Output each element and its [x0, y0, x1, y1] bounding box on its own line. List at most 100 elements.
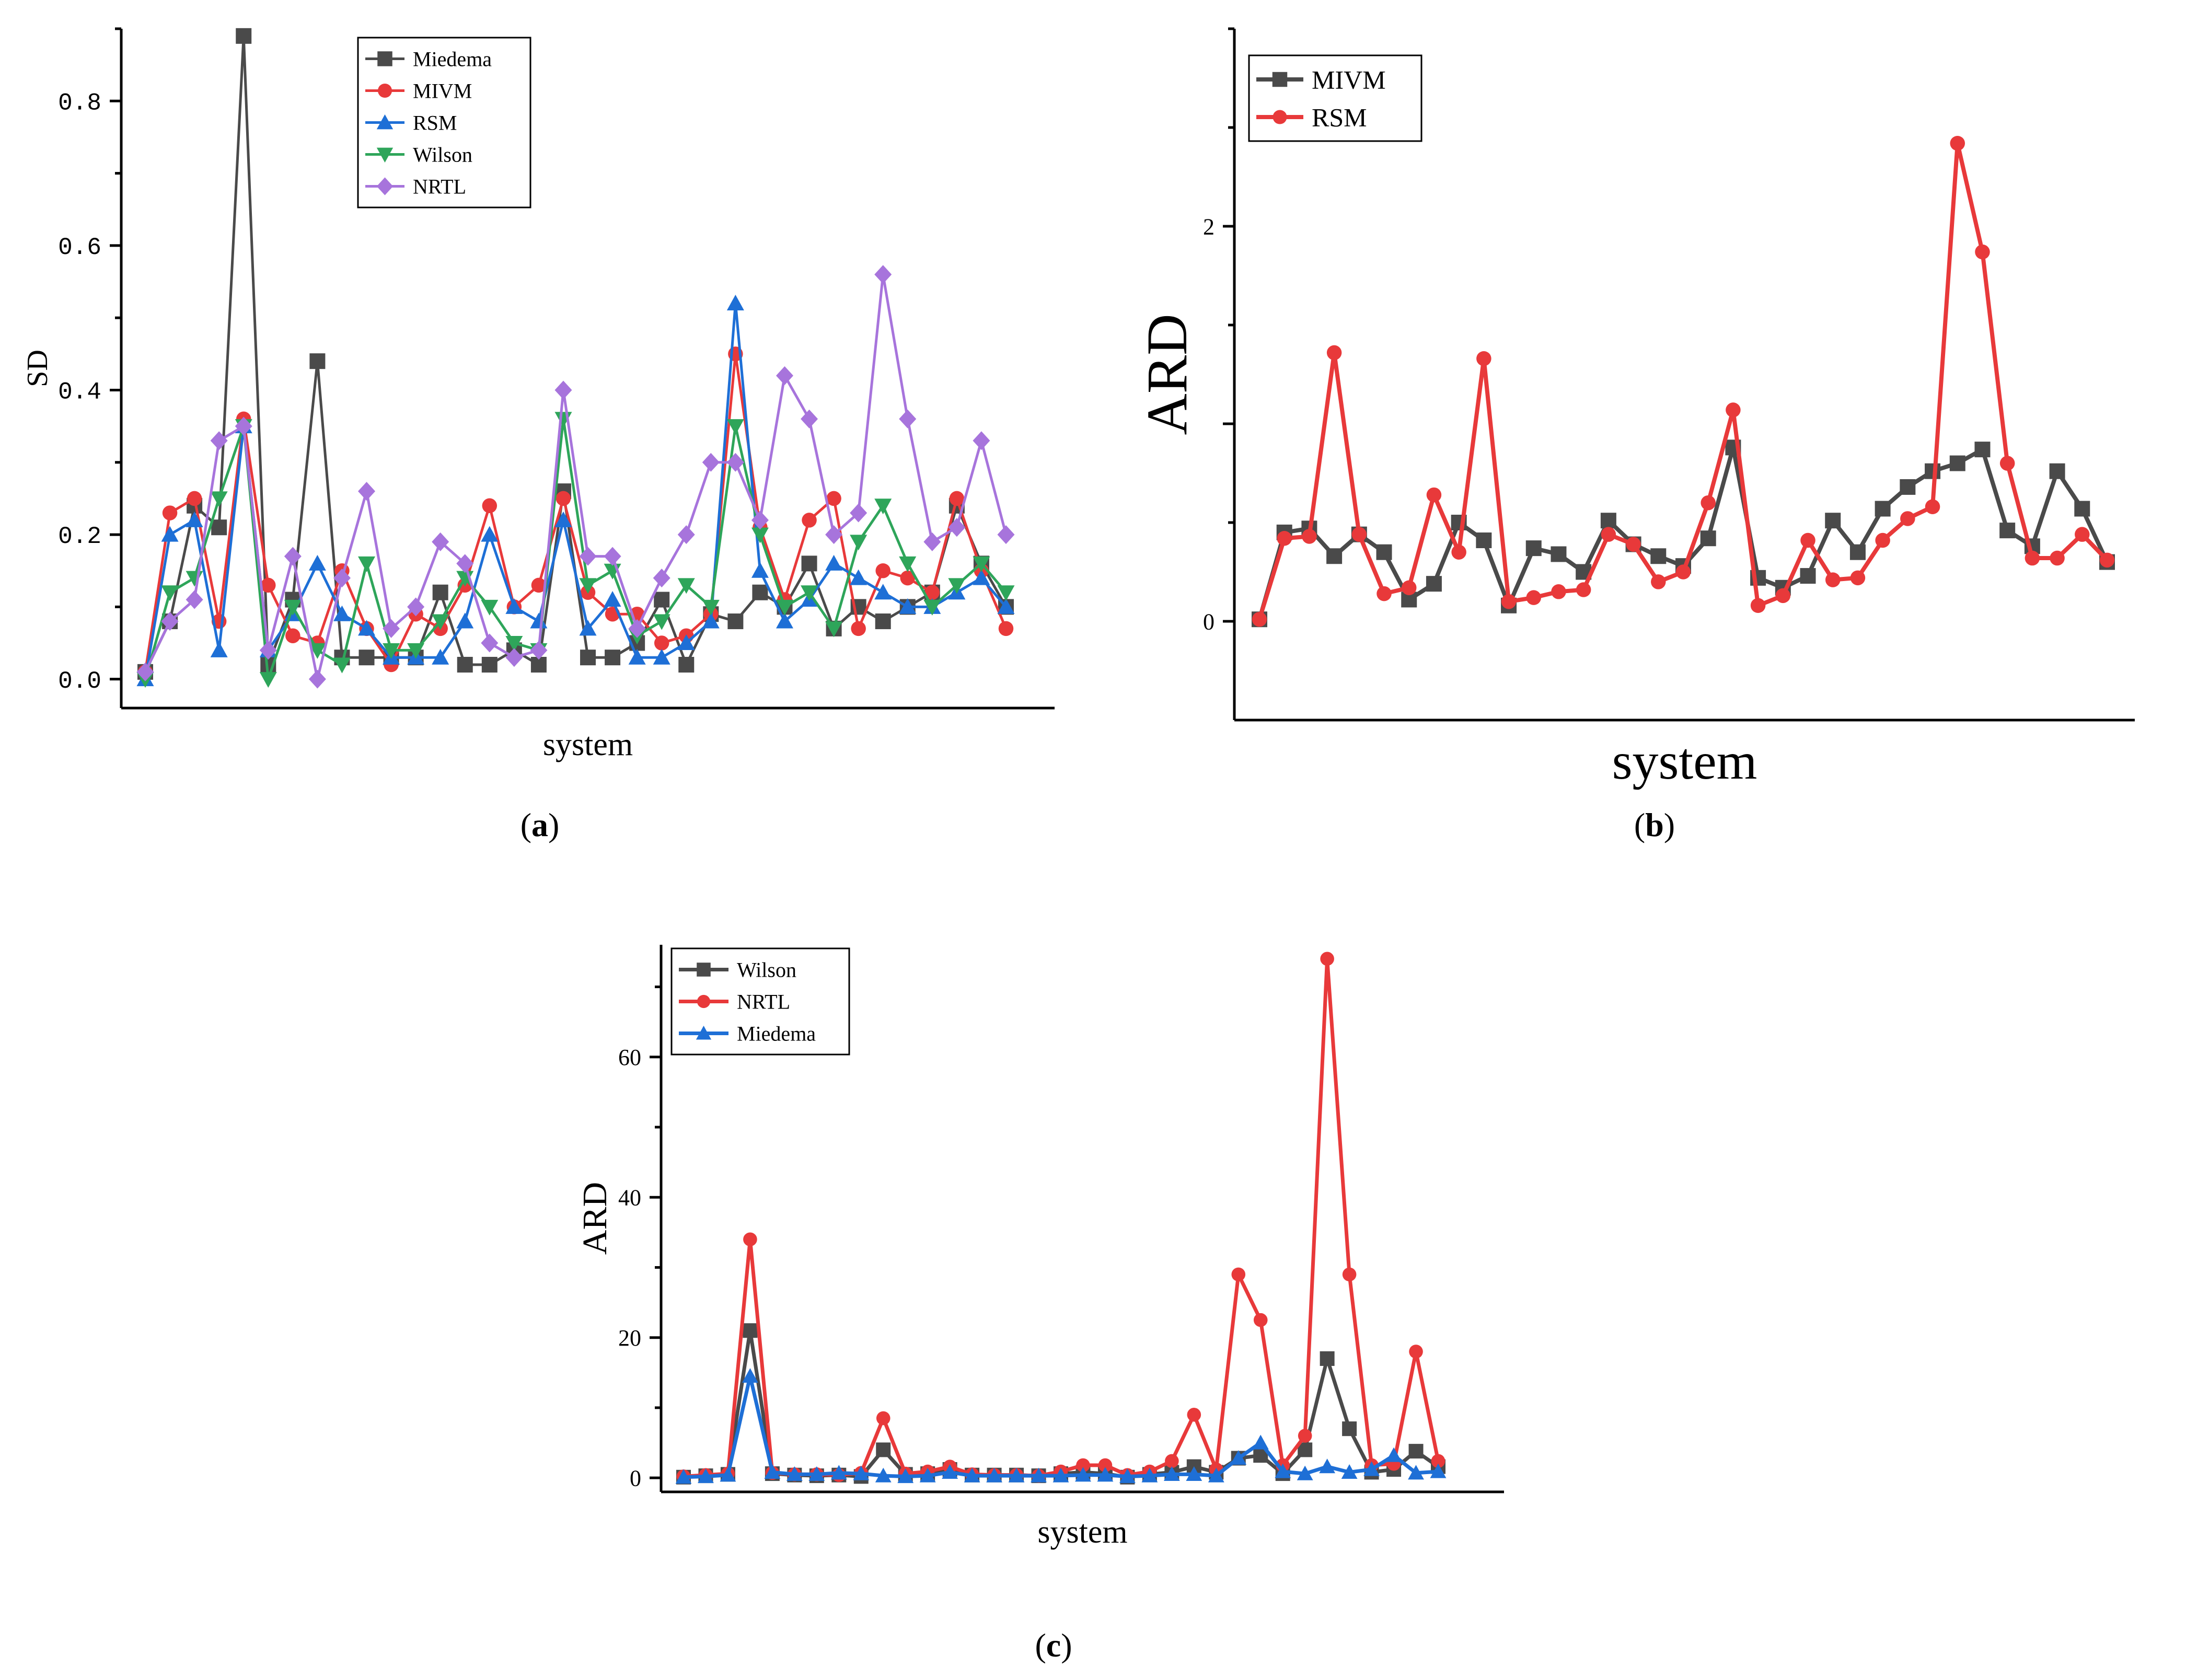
- data-point: [456, 612, 474, 629]
- y-tick-label: 0.2: [58, 523, 101, 550]
- data-point: [1900, 479, 1916, 495]
- panel-c-caption: (c): [1035, 1627, 1072, 1664]
- panel-b-ard-chart: 0 2 system ARD MIVM RSM: [1135, 27, 2135, 790]
- data-point: [802, 513, 817, 528]
- data-point: [654, 592, 670, 608]
- data-point: [1031, 1467, 1047, 1482]
- series-line: [144, 352, 1008, 673]
- data-point: [1320, 952, 1334, 966]
- legend-marker: [697, 994, 711, 1009]
- data-point: [1999, 523, 2016, 539]
- data-point: [727, 613, 744, 630]
- legend-label: MIVM: [1312, 65, 1386, 95]
- data-point: [986, 1467, 1002, 1482]
- y-tick-label: 0.6: [58, 234, 101, 261]
- data-point: [1576, 582, 1591, 597]
- data-point: [308, 554, 326, 571]
- data-point: [1385, 1447, 1402, 1462]
- data-point: [876, 1442, 891, 1457]
- data-point: [825, 554, 843, 571]
- data-point: [579, 620, 597, 636]
- data-point: [875, 1467, 892, 1482]
- data-point: [628, 648, 646, 665]
- data-point: [1900, 511, 1915, 526]
- data-point: [432, 584, 448, 600]
- legend-marker: [696, 1025, 712, 1040]
- data-point: [726, 295, 744, 311]
- data-point: [1376, 544, 1392, 560]
- data-point: [235, 416, 252, 436]
- data-point: [1230, 1450, 1247, 1465]
- data-point: [850, 535, 868, 551]
- data-point: [456, 554, 474, 573]
- data-point: [875, 613, 891, 630]
- legend-label: NRTL: [413, 175, 466, 199]
- data-point: [851, 621, 866, 636]
- data-point: [964, 1467, 980, 1482]
- data-point: [900, 570, 916, 586]
- data-point: [1426, 576, 1442, 592]
- data-point: [556, 491, 571, 506]
- data-point: [677, 525, 695, 544]
- data-point: [702, 599, 720, 616]
- y-tick-label: 20: [618, 1325, 641, 1351]
- legend-box: [1248, 54, 1422, 142]
- data-point: [1408, 1444, 1424, 1459]
- series-miedema: [675, 1368, 1447, 1484]
- data-point: [1351, 527, 1367, 542]
- data-point: [308, 643, 326, 659]
- data-point: [161, 526, 179, 542]
- data-point: [1098, 1458, 1113, 1473]
- panel-a-caption: (a): [521, 806, 560, 843]
- data-point: [1426, 487, 1442, 503]
- data-point: [1253, 1313, 1268, 1327]
- data-point: [1186, 1466, 1202, 1481]
- series-nrtl: [136, 265, 1015, 689]
- data-point: [751, 562, 769, 578]
- legend-marker: [376, 114, 394, 130]
- data-point: [1119, 1468, 1136, 1484]
- data-point: [678, 657, 695, 673]
- data-point: [702, 612, 720, 629]
- data-point: [1974, 442, 1991, 458]
- legend-label: Miedema: [737, 1022, 816, 1046]
- data-point: [1252, 1434, 1269, 1450]
- legend-marker: [1273, 110, 1287, 124]
- legend: Wilson NRTL Miedema: [670, 947, 850, 1056]
- y-tick-label: 0.4: [58, 379, 101, 406]
- data-point: [742, 1368, 758, 1383]
- data-point: [1925, 499, 1940, 515]
- y-tick-label: 60: [618, 1045, 641, 1070]
- data-point: [2099, 552, 2115, 568]
- data-point: [285, 628, 300, 643]
- data-point: [530, 612, 548, 629]
- data-point: [726, 419, 744, 435]
- data-point: [187, 491, 202, 506]
- data-point: [924, 585, 940, 600]
- data-point: [1551, 584, 1566, 599]
- data-point: [808, 1466, 825, 1481]
- legend-marker: [376, 177, 394, 195]
- data-point: [1097, 1467, 1114, 1482]
- data-point: [751, 527, 769, 543]
- data-point: [432, 614, 449, 630]
- data-point: [432, 532, 449, 551]
- data-point: [1342, 1267, 1357, 1282]
- data-point: [997, 525, 1015, 544]
- data-point: [1525, 540, 1542, 557]
- data-point: [1800, 568, 1816, 584]
- data-point: [259, 672, 277, 688]
- data-point: [1975, 244, 1990, 260]
- data-point: [923, 599, 941, 616]
- series-wilson: [676, 1323, 1445, 1485]
- data-point: [1326, 345, 1342, 361]
- data-point: [726, 453, 744, 472]
- data-point: [210, 431, 228, 450]
- data-point: [973, 431, 990, 450]
- data-point: [136, 662, 154, 681]
- y-axis-label: ARD: [576, 1182, 614, 1255]
- data-point: [1377, 586, 1392, 601]
- data-point: [1341, 1464, 1358, 1479]
- legend: MIVM RSM: [1248, 54, 1422, 142]
- data-point: [675, 1469, 692, 1484]
